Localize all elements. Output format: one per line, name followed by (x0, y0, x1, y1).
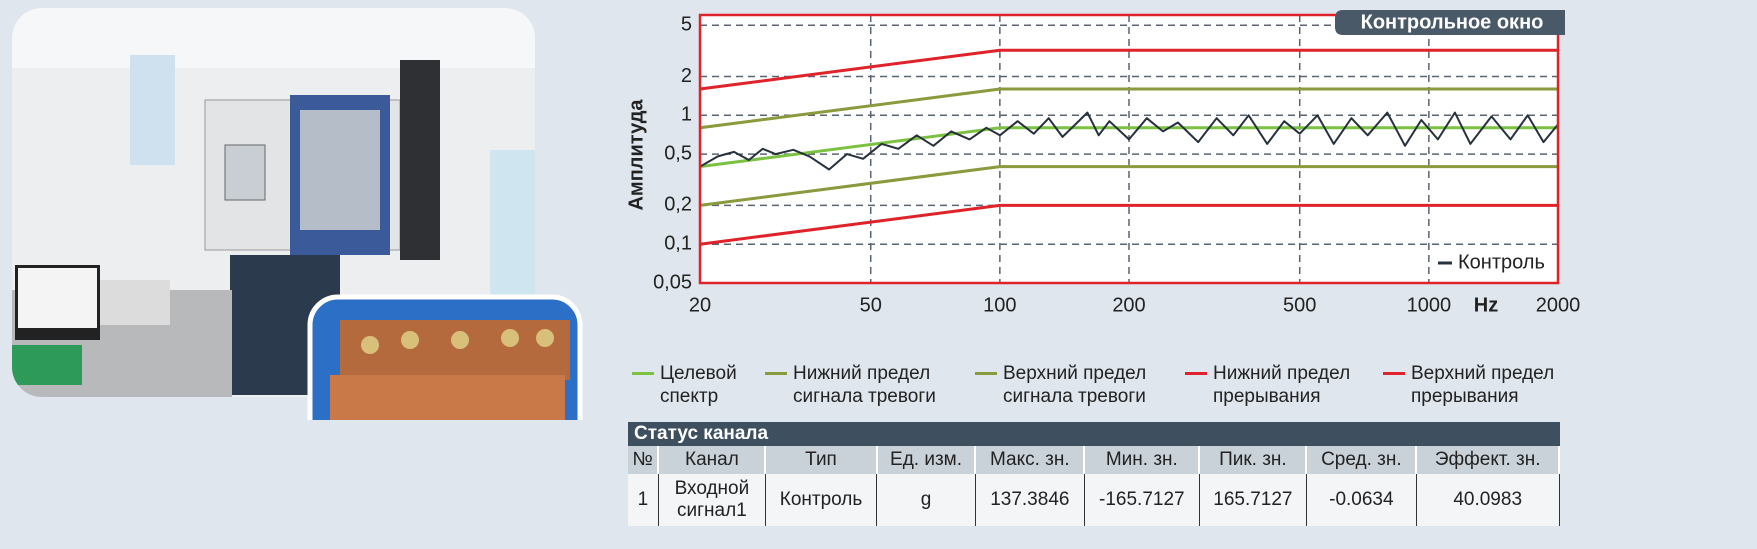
x-tick-label: 1000 (1407, 294, 1452, 316)
x-tick-label: 200 (1112, 294, 1145, 316)
x-tick-label: 500 (1283, 294, 1316, 316)
x-tick-label: 20 (689, 294, 711, 316)
table-row: 1 Входной сигнал1 Контроль g 137.3846 -165.71… (628, 474, 1560, 526)
legend-swatch (1185, 372, 1207, 375)
legend-label: Контроль (1458, 251, 1545, 273)
header-cell: Сред. зн. (1306, 446, 1418, 474)
x-axis-label: Hz (1474, 294, 1498, 316)
lab-photo (12, 8, 535, 397)
y-axis-label: Амплитуда (625, 99, 647, 211)
legend-label: Нижний предел сигнала тревоги (793, 363, 936, 407)
legend-entry: Нижний предел прерывания (1185, 362, 1365, 408)
badge (1335, 10, 1565, 35)
x-tick-label: 100 (983, 294, 1016, 316)
series-line (699, 48, 1558, 91)
legend-swatch (1383, 372, 1405, 375)
header-cell: Тип (765, 446, 878, 474)
table-cell: 1 (628, 474, 659, 526)
legend-swatch (765, 372, 787, 375)
legend-label: Нижний предел прерывания (1213, 363, 1351, 407)
header-row: № Канал Тип Ед. изм. Макс. зн. Мин. зн. Пик. з… (628, 446, 1560, 474)
legend-label: Верхний предел сигнала тревоги (1003, 363, 1147, 407)
legend-swatch (975, 372, 997, 375)
legend-entry: Целевой спектр (632, 362, 742, 408)
plot-frame (698, 13, 1560, 285)
header-cell: Пик. зн. (1199, 446, 1308, 474)
series-line (699, 203, 1558, 246)
header-cell: Макс. зн. (975, 446, 1086, 474)
legend-label: Верхний предел прерывания (1411, 363, 1555, 407)
legend-label: Целевой спектр (660, 363, 737, 407)
table-cell: Входной сигнал1 (658, 474, 766, 526)
y-tick-label: 0,5 (664, 142, 692, 164)
legend-entry: Нижний предел сигнала тревоги (765, 362, 955, 408)
header-cell: Мин. зн. (1084, 446, 1201, 474)
table-cell: -0.0634 (1306, 474, 1417, 526)
product-photo (310, 297, 580, 420)
table-cell: Контроль (765, 474, 878, 526)
table-cell: -165.7127 (1084, 474, 1200, 526)
legend-swatch (632, 372, 654, 375)
y-tick-label: 0,1 (664, 232, 692, 254)
table-title: Статус канала (628, 422, 1560, 446)
x-tick-label: 50 (860, 294, 882, 316)
series-line (699, 126, 1558, 169)
table-cell: g (876, 474, 976, 526)
legend-entry: Верхний предел сигнала тревоги (975, 362, 1165, 408)
chart: 0,05 0,1 0,2 0,5 1 2 5 20 50 100 200 500 1000 2000 Кон… (12, 8, 1581, 420)
header-cell: Ед. изм. (876, 446, 977, 474)
table-cell: 165.7127 (1199, 474, 1307, 526)
y-tick-label: 0,2 (664, 194, 692, 216)
series-line (699, 165, 1558, 207)
header-cell: № (628, 446, 660, 474)
badge-text: Контрольное окно (1361, 11, 1544, 33)
photo-frame (307, 294, 583, 420)
x-tick-label: 2000 (1536, 294, 1581, 316)
channel-status-table: Статус канала № Канал Тип Ед. изм. Макс. зн.… (628, 422, 1560, 526)
series-line (699, 87, 1558, 130)
header-cell: Эффект. зн. (1416, 446, 1560, 474)
y-tick-label: 0,05 (653, 271, 692, 293)
table-cell: 40.0983 (1416, 474, 1560, 526)
y-tick-label: 5 (681, 13, 692, 35)
header-cell: Канал (658, 446, 767, 474)
series-line (699, 111, 1559, 171)
y-tick-label: 2 (681, 65, 692, 87)
legend-entry: Верхний предел прерывания (1383, 362, 1558, 408)
table-cell: 137.3846 (975, 474, 1085, 526)
y-tick-label: 1 (681, 104, 692, 126)
